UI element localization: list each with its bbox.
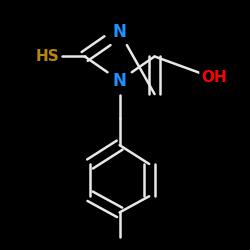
Text: N: N [113, 72, 126, 90]
Text: N: N [113, 23, 126, 41]
Text: OH: OH [201, 70, 226, 86]
Text: HS: HS [35, 49, 59, 64]
